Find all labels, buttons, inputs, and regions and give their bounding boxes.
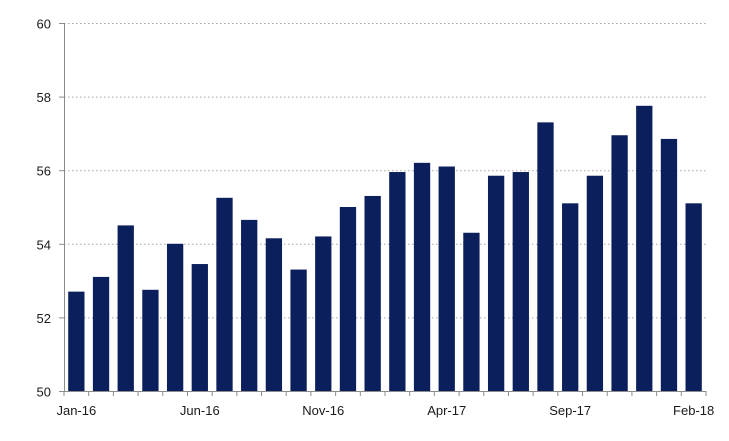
y-tick-label-60: 60 [37,17,51,32]
bar-Oct-16 [290,269,307,391]
bar-Feb-16 [92,276,110,391]
x-tick-label-Feb-18: Feb-18 [673,403,714,418]
y-tick-label-52: 52 [37,311,51,326]
bar-May-16 [166,243,184,391]
x-tick-label-Jun-16: Jun-16 [180,403,220,418]
bar-Nov-16 [315,236,332,391]
bar-Nov-17 [611,135,628,391]
bar-Sep-17 [562,203,579,391]
bar-Jan-16 [68,291,85,391]
bar-Feb-17 [389,172,406,391]
bar-Aug-16 [241,219,258,391]
bar-Dec-17 [636,105,653,392]
bar-Mar-16 [117,225,134,391]
y-tick-label-54: 54 [37,237,51,252]
bar-Feb-18 [685,203,702,391]
x-tick-label-Apr-17: Apr-17 [427,403,466,418]
x-tick-label-Jan-16: Jan-16 [56,403,96,418]
bar-May-17 [463,232,480,391]
x-tick-label-Sep-17: Sep-17 [549,403,591,418]
y-axis-ticks: 50 52 54 56 58 60 [37,17,64,400]
x-tick-label-Nov-16: Nov-16 [302,403,344,418]
bar-Jul-16 [216,197,233,391]
bars [68,105,702,392]
bar-Jun-16 [191,264,208,391]
y-tick-label-58: 58 [37,90,51,105]
y-tick-label-50: 50 [37,385,51,400]
bar-Dec-16 [339,207,357,391]
bar-Jan-18 [660,138,678,391]
bar-Sep-16 [265,238,283,391]
bar-Aug-17 [537,122,554,392]
axes [64,23,706,392]
bar-Jun-17 [487,175,505,391]
bar-Jan-17 [364,195,381,391]
bar-Mar-17 [413,162,431,391]
x-axis-ticks: Jan-16 Jun-16 Nov-16 Apr-17 Sep-17 Feb-18 [56,391,714,418]
bar-Apr-16 [142,289,159,391]
y-tick-label-56: 56 [37,164,51,179]
bar-Oct-17 [586,175,604,391]
gridlines [64,23,706,319]
bar-Apr-17 [438,166,455,391]
bar-Jul-17 [512,172,529,391]
